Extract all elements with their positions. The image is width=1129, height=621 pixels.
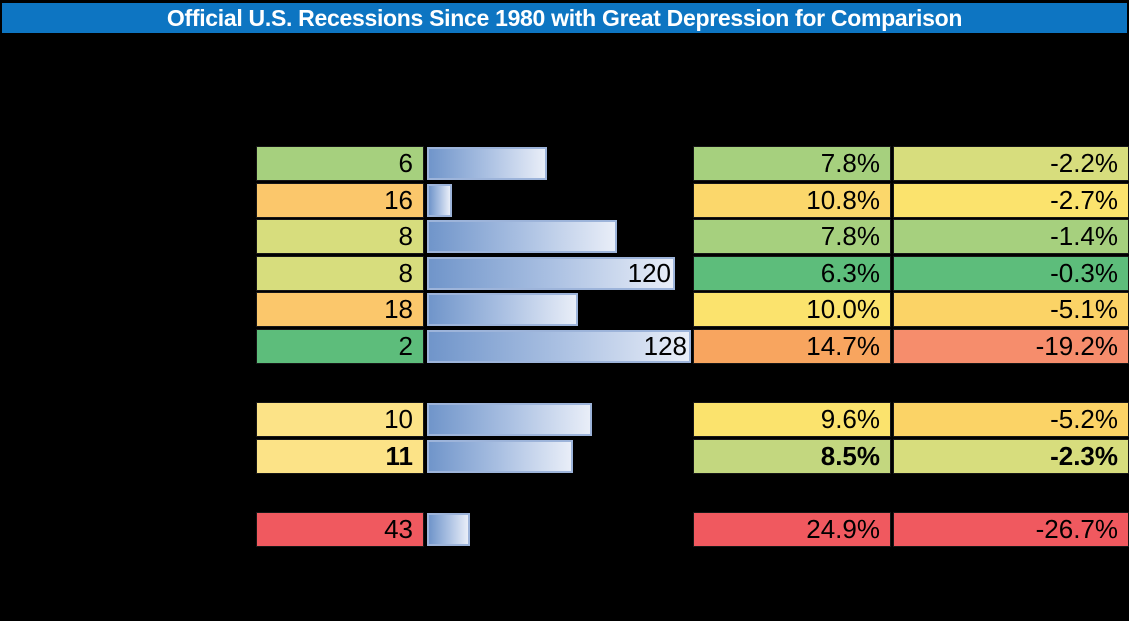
table-row: 8 120 6.3% -0.3% — [0, 256, 1129, 291]
table-row: 6 7.8% -2.2% — [0, 146, 1129, 181]
bar-cell: 120 — [427, 256, 691, 291]
duration-cell: 8 — [256, 256, 424, 291]
gdp-cell: -2.3% — [893, 439, 1129, 474]
data-bar — [427, 293, 578, 326]
gdp-cell: -19.2% — [893, 329, 1129, 364]
unemployment-cell: 24.9% — [693, 512, 891, 547]
duration-cell: 10 — [256, 402, 424, 437]
data-bar: 128 — [427, 330, 691, 363]
table-row: 18 10.0% -5.1% — [0, 292, 1129, 327]
gdp-cell: -0.3% — [893, 256, 1129, 291]
data-bar — [427, 184, 452, 217]
table-row: 2 128 14.7% -19.2% — [0, 329, 1129, 364]
bar-cell — [427, 219, 691, 254]
bar-value-label: 128 — [643, 331, 687, 361]
gdp-cell: -2.7% — [893, 183, 1129, 218]
unemployment-cell: 6.3% — [693, 256, 891, 291]
data-bar — [427, 220, 617, 253]
bar-cell — [427, 512, 691, 547]
duration-cell: 8 — [256, 219, 424, 254]
data-bar: 120 — [427, 257, 675, 290]
gdp-cell: -5.1% — [893, 292, 1129, 327]
duration-cell: 43 — [256, 512, 424, 547]
unemployment-cell: 8.5% — [693, 439, 891, 474]
unemployment-cell: 10.0% — [693, 292, 891, 327]
bar-cell — [427, 402, 691, 437]
bar-cell — [427, 439, 691, 474]
unemployment-cell: 9.6% — [693, 402, 891, 437]
gdp-cell: -2.2% — [893, 146, 1129, 181]
data-bar — [427, 403, 592, 436]
bar-value-label: 120 — [627, 258, 671, 288]
table-row: 8 7.8% -1.4% — [0, 219, 1129, 254]
duration-cell: 11 — [256, 439, 424, 474]
chart-title: Official U.S. Recessions Since 1980 with… — [2, 3, 1127, 33]
duration-cell: 18 — [256, 292, 424, 327]
unemployment-cell: 10.8% — [693, 183, 891, 218]
gdp-cell: -1.4% — [893, 219, 1129, 254]
data-bar — [427, 147, 547, 180]
unemployment-cell: 14.7% — [693, 329, 891, 364]
bar-cell: 128 — [427, 329, 691, 364]
data-bar — [427, 440, 573, 473]
duration-cell: 6 — [256, 146, 424, 181]
table-row: 16 10.8% -2.7% — [0, 183, 1129, 218]
bar-cell — [427, 183, 691, 218]
gdp-cell: -5.2% — [893, 402, 1129, 437]
duration-cell: 2 — [256, 329, 424, 364]
great-depression-row: 43 24.9% -26.7% — [0, 512, 1129, 547]
bar-cell — [427, 146, 691, 181]
bar-cell — [427, 292, 691, 327]
summary-row: 11 8.5% -2.3% — [0, 439, 1129, 474]
unemployment-cell: 7.8% — [693, 219, 891, 254]
data-bar — [427, 513, 470, 546]
unemployment-cell: 7.8% — [693, 146, 891, 181]
duration-cell: 16 — [256, 183, 424, 218]
summary-row: 10 9.6% -5.2% — [0, 402, 1129, 437]
gdp-cell: -26.7% — [893, 512, 1129, 547]
